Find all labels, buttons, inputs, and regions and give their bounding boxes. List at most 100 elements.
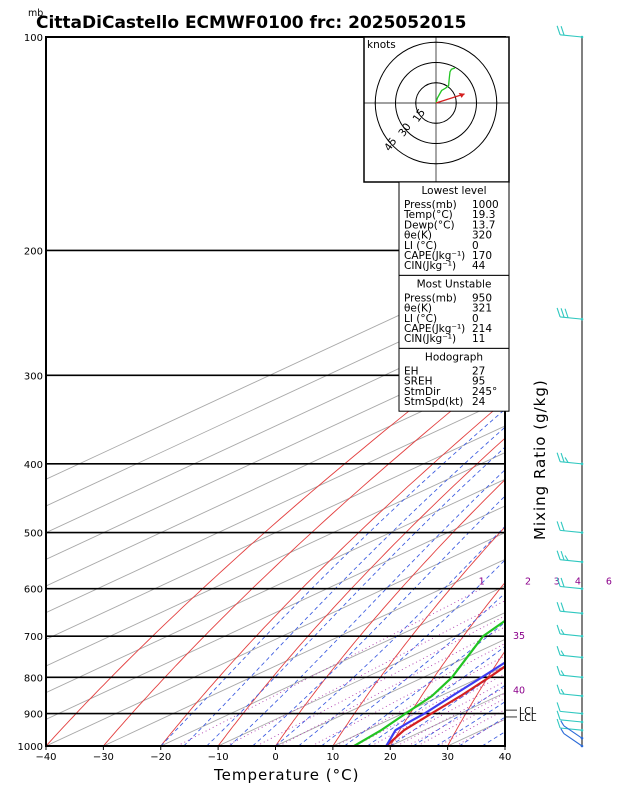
storm-motion-arrowhead xyxy=(458,92,465,98)
index-value: 13.7 xyxy=(472,219,495,231)
isotherm-line xyxy=(103,558,505,746)
indices-section-box xyxy=(398,181,510,276)
isotherm-line xyxy=(46,532,505,746)
mixing-ratio-line xyxy=(370,673,505,746)
pressure-tick-label: 600 xyxy=(24,585,43,596)
dry-adiabat-lines xyxy=(46,334,505,746)
index-value: 245° xyxy=(472,386,497,398)
wind-barb-flag xyxy=(556,307,561,318)
wind-barb-flag xyxy=(556,702,561,712)
chart-title: CittaDiCastello ECMWF0100 frc: 202505201… xyxy=(36,13,466,33)
pressure-unit-label: mb xyxy=(28,8,43,19)
wind-barb-dot xyxy=(580,675,584,679)
wind-barb-dot xyxy=(580,656,584,659)
isotherm-line xyxy=(46,425,505,640)
wind-barb-dot xyxy=(580,720,584,724)
index-label: StmSpd(kt) xyxy=(404,396,463,408)
mixing-ratio-labels: 1234681012141618202530 xyxy=(479,577,612,588)
sounding-profiles xyxy=(353,619,505,746)
index-value: 19.3 xyxy=(472,209,495,221)
mixing-ratio-line xyxy=(384,680,505,746)
mixing-ratio-line xyxy=(455,718,505,746)
indices-section-title: Hodograph xyxy=(425,351,483,363)
dry-adiabat-line xyxy=(160,400,505,746)
wind-barb-dot xyxy=(580,634,584,638)
mixing-ratio-label: 35 xyxy=(513,631,525,642)
wind-barb-dot xyxy=(580,317,584,321)
mixing-ratio-axis-label: Mixing Ratio (g/kg) xyxy=(531,379,549,540)
x-axis-label: Temperature (°C) xyxy=(213,766,359,784)
wind-barb-flag xyxy=(556,25,561,35)
wind-barb-flag xyxy=(560,670,565,676)
wind-barb-flag xyxy=(556,665,561,676)
temperature-tick-label: −40 xyxy=(35,752,56,763)
index-label: LI (°C) xyxy=(404,240,437,252)
index-value: 11 xyxy=(472,333,485,345)
wind-barb-flag xyxy=(560,688,565,695)
mixing-ratio-label: 2 xyxy=(525,577,531,588)
wind-barb-dot xyxy=(580,612,584,615)
wind-barb-shaft xyxy=(560,719,583,723)
wind-barb-flag xyxy=(560,308,565,318)
wind-barb-flag xyxy=(560,728,565,734)
index-label: StmDir xyxy=(404,386,441,398)
index-label: Press(mb) xyxy=(404,292,457,304)
isotherm-line xyxy=(46,265,505,480)
isotherm-line xyxy=(46,292,505,507)
moist-adiabat-line xyxy=(412,684,505,746)
wind-barb-dot xyxy=(580,728,584,732)
temperature-tick-label: 0 xyxy=(272,752,278,763)
dry-adiabat-line xyxy=(447,650,505,746)
isotherm-line xyxy=(46,478,505,694)
index-value: 44 xyxy=(472,260,486,272)
index-value: 950 xyxy=(472,292,492,304)
indices-section-title: Most Unstable xyxy=(417,278,492,290)
index-label: θe(K) xyxy=(404,303,432,315)
index-value: 24 xyxy=(472,396,486,408)
hodograph-frame xyxy=(363,36,510,183)
index-label: Dewp(°C) xyxy=(404,219,455,231)
wind-barb-flag xyxy=(560,629,565,635)
pressure-tick-label: 700 xyxy=(24,632,43,643)
parcel-profile xyxy=(385,661,505,746)
index-label: SREH xyxy=(404,376,433,388)
index-value: 1000 xyxy=(472,199,499,211)
mixing-ratio-label: 4 xyxy=(575,577,581,588)
mixing-ratio-line xyxy=(417,697,505,746)
wind-barbs xyxy=(556,25,584,748)
mixing-ratio-line xyxy=(407,692,505,746)
dry-adiabat-line xyxy=(389,581,505,746)
hodograph-trace xyxy=(435,67,465,104)
isobar-lines xyxy=(46,37,505,746)
wind-barb-shaft xyxy=(560,710,583,715)
wind-barb-flag xyxy=(560,602,565,612)
temperature-axis: −40 −30 −20 −10 0 10 20 30 40 xyxy=(35,746,511,763)
isotherm-line xyxy=(217,612,505,746)
pressure-tick-label: 300 xyxy=(24,371,43,382)
wind-barb-shaft xyxy=(563,725,583,739)
hodograph-trace-line xyxy=(435,67,456,104)
temperature-tick-label: −20 xyxy=(150,752,171,763)
isotherm-line xyxy=(46,318,505,534)
wind-barb-dot xyxy=(580,712,584,715)
indices-section-box xyxy=(398,347,510,412)
wind-barb-flag xyxy=(556,601,561,612)
wind-barb-flag xyxy=(560,26,565,36)
pressure-axis: 100 200 300 400 500 600 700 800 900 1000 xyxy=(18,33,43,753)
dry-adiabat-line xyxy=(332,526,505,746)
pressure-tick-label: 500 xyxy=(24,529,43,540)
wind-barb-flag xyxy=(560,550,565,561)
indices-section-title: Lowest level xyxy=(421,185,486,197)
wind-barb-flag xyxy=(556,521,561,531)
index-label: EH xyxy=(404,365,419,377)
index-value: 320 xyxy=(472,230,492,242)
wind-barb-flag xyxy=(560,650,565,656)
index-label: CIN(Jkg⁻¹) xyxy=(404,333,456,345)
moist-adiabat-line xyxy=(344,621,505,746)
index-value: 0 xyxy=(472,313,479,325)
wind-barb-flag xyxy=(556,577,561,587)
index-value: 170 xyxy=(472,250,492,262)
index-label: Press(mb) xyxy=(404,199,457,211)
